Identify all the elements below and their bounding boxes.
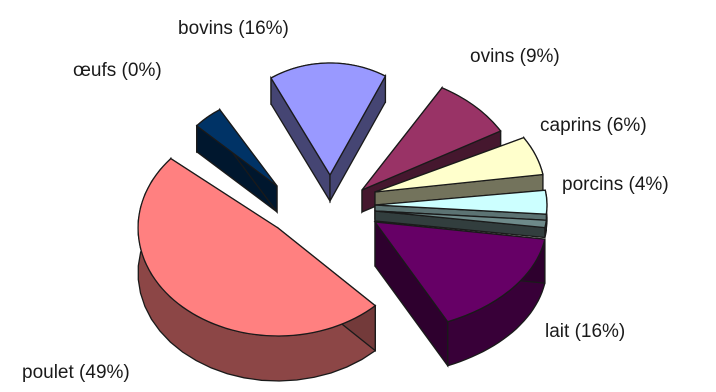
slice-top-caprins <box>374 136 544 193</box>
slice-label-porcins: porcins (4%) <box>562 174 669 195</box>
slice-label-oeufs: œufs (0%) <box>73 60 162 81</box>
slice-label-bovins: bovins (16%) <box>178 18 289 39</box>
slice-top-separator <box>374 210 548 229</box>
slice-top-poulet <box>137 157 377 337</box>
slice-top-ovins <box>361 87 502 191</box>
pie-labels: poulet (49%) œufs (0%) bovins (16%) ovin… <box>22 18 669 383</box>
slice-label-lait: lait (16%) <box>545 321 625 342</box>
pie-slices <box>137 62 548 382</box>
slice-top-lait <box>373 221 546 323</box>
slice-label-caprins: caprins (6%) <box>540 115 647 136</box>
slice-top-bovins <box>270 62 387 177</box>
slice-top-porcins <box>374 189 548 215</box>
slice-label-poulet: poulet (49%) <box>22 362 130 383</box>
slice-top-oeufs <box>195 108 278 187</box>
slice-label-ovins: ovins (9%) <box>470 46 560 67</box>
